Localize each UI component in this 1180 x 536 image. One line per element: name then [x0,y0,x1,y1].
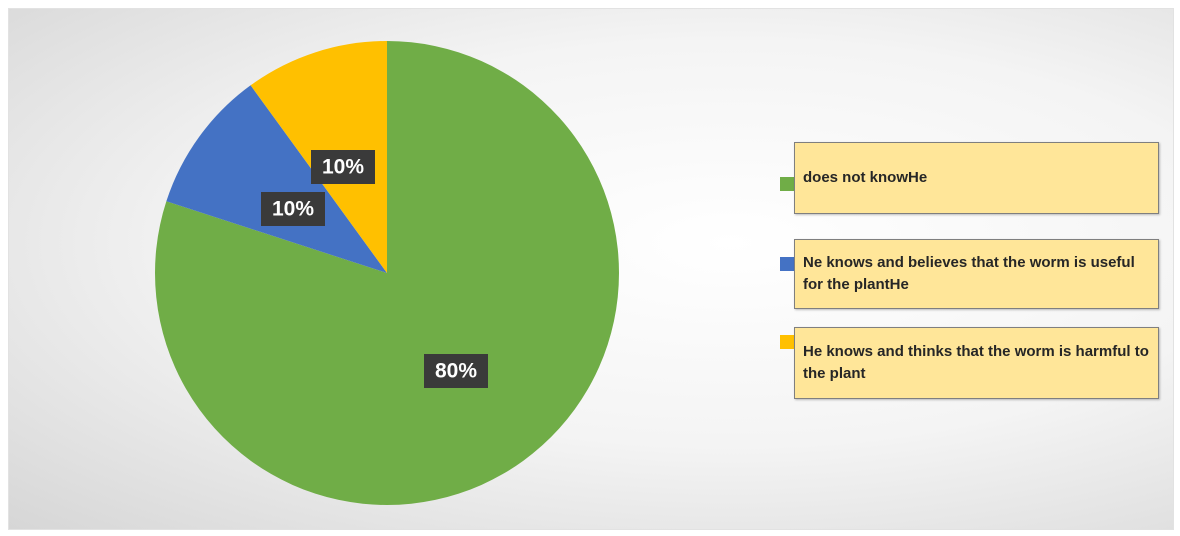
legend-label: Ne knows and believes that the worm is u… [794,239,1159,309]
data-label: 10% [311,150,375,184]
data-label-box [424,354,488,388]
legend-label: He knows and thinks that the worm is har… [794,327,1159,399]
legend-swatch [780,177,794,191]
legend-label: does not knowHe [794,142,1159,214]
data-label-box [311,150,375,184]
data-label-text: 10% [272,198,314,221]
data-label: 80% [424,354,488,388]
pie-chart: 80% 10% 10% [155,41,619,505]
data-label-text: 80% [435,360,477,383]
legend-swatch [780,335,794,349]
chart-area: 80% 10% 10% does not knowHe Ne knows and b… [8,8,1174,530]
data-label: 10% [261,192,325,226]
pie-slice [166,85,387,273]
data-label-box [261,192,325,226]
data-label-text: 10% [322,156,364,179]
legend-swatch [780,257,794,271]
